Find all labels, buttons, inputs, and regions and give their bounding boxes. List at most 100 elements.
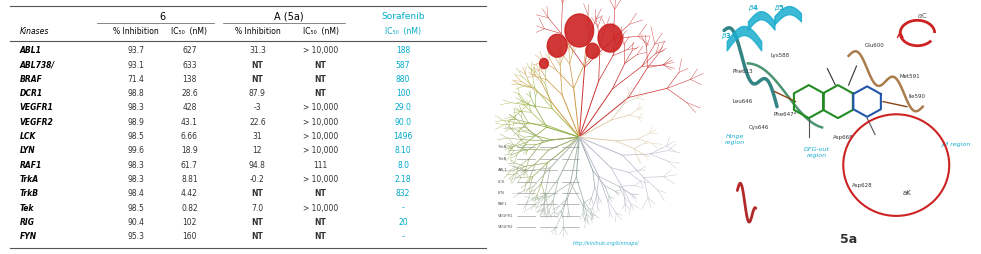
Text: 98.9: 98.9: [128, 118, 144, 127]
Text: VEGFR1: VEGFR1: [20, 103, 53, 113]
Text: TrkA: TrkA: [20, 175, 38, 184]
Text: NT: NT: [315, 75, 327, 84]
Circle shape: [598, 24, 622, 52]
Circle shape: [547, 34, 567, 57]
Text: NT: NT: [251, 232, 263, 241]
Text: NT: NT: [251, 218, 263, 227]
Text: 6.66: 6.66: [181, 132, 198, 141]
Text: FYN: FYN: [20, 232, 36, 241]
Text: Asp628: Asp628: [852, 183, 872, 188]
Text: NT: NT: [251, 189, 263, 198]
Text: ABL1: ABL1: [497, 168, 507, 172]
Text: 188: 188: [396, 46, 410, 55]
Text: 1496: 1496: [393, 132, 413, 141]
Text: Phe613: Phe613: [732, 69, 753, 74]
Text: -: -: [401, 232, 404, 241]
Text: 98.5: 98.5: [128, 132, 144, 141]
Text: 6: 6: [160, 11, 166, 22]
Text: 90.4: 90.4: [128, 218, 144, 227]
Text: DCR1: DCR1: [20, 89, 42, 98]
Text: IC₅₀  (nM): IC₅₀ (nM): [172, 27, 207, 36]
Text: NT: NT: [315, 89, 327, 98]
Text: 102: 102: [182, 218, 196, 227]
Text: Tek: Tek: [20, 204, 34, 213]
Text: Kinases: Kinases: [20, 27, 49, 36]
Text: TrkB: TrkB: [497, 157, 506, 161]
Text: VEGFR2: VEGFR2: [20, 118, 53, 127]
Text: NT: NT: [315, 232, 327, 241]
Text: RIG: RIG: [20, 218, 34, 227]
Circle shape: [586, 43, 599, 58]
Text: 22.6: 22.6: [249, 118, 266, 127]
Text: VEGFR2: VEGFR2: [497, 225, 513, 229]
Text: TrkA: TrkA: [497, 145, 506, 149]
Text: Asp668: Asp668: [833, 135, 853, 140]
Circle shape: [540, 58, 548, 69]
Text: NT: NT: [315, 218, 327, 227]
Text: 98.3: 98.3: [128, 161, 144, 170]
Text: Lys588: Lys588: [770, 53, 790, 58]
Text: LCK: LCK: [497, 180, 505, 184]
Text: Hinge
region: Hinge region: [725, 134, 745, 145]
Text: % Inhibition: % Inhibition: [113, 27, 159, 36]
Text: 160: 160: [182, 232, 196, 241]
Text: LYN: LYN: [497, 191, 504, 195]
Text: 428: 428: [182, 103, 196, 113]
Text: $\beta$5: $\beta$5: [774, 3, 785, 13]
Text: RAF1: RAF1: [20, 161, 42, 170]
Text: 4.42: 4.42: [181, 189, 198, 198]
Text: 61.7: 61.7: [181, 161, 198, 170]
Text: > 10,000: > 10,000: [303, 132, 338, 141]
Text: 880: 880: [396, 75, 410, 84]
Text: 87.9: 87.9: [249, 89, 266, 98]
Text: NT: NT: [315, 61, 327, 70]
Text: > 10,000: > 10,000: [303, 175, 338, 184]
Text: 111: 111: [313, 161, 328, 170]
Text: 20: 20: [398, 218, 408, 227]
Text: Cys646: Cys646: [749, 124, 769, 130]
Text: 43.1: 43.1: [181, 118, 198, 127]
Text: TrkB: TrkB: [20, 189, 38, 198]
Text: > 10,000: > 10,000: [303, 204, 338, 213]
Text: 7.0: 7.0: [251, 204, 264, 213]
Text: $\alpha$C: $\alpha$C: [917, 11, 928, 20]
Text: 98.3: 98.3: [128, 103, 144, 113]
Text: 93.1: 93.1: [128, 61, 144, 70]
Text: LYN: LYN: [20, 146, 35, 155]
Text: 100: 100: [396, 89, 410, 98]
Text: 138: 138: [182, 75, 196, 84]
Text: BRAF: BRAF: [20, 75, 42, 84]
Text: 98.3: 98.3: [128, 175, 144, 184]
Text: 98.8: 98.8: [128, 89, 144, 98]
Text: NT: NT: [251, 75, 263, 84]
Text: 94.8: 94.8: [249, 161, 266, 170]
Text: 71.4: 71.4: [128, 75, 144, 84]
Text: VEGFR1: VEGFR1: [497, 214, 513, 218]
Text: 832: 832: [396, 189, 410, 198]
Circle shape: [565, 14, 594, 47]
Text: 8.81: 8.81: [181, 175, 198, 184]
Text: -0.2: -0.2: [250, 175, 265, 184]
Text: 28.6: 28.6: [181, 89, 198, 98]
Text: 31.3: 31.3: [249, 46, 266, 55]
Text: -3: -3: [254, 103, 261, 113]
Text: > 10,000: > 10,000: [303, 146, 338, 155]
Text: IC₅₀  (nM): IC₅₀ (nM): [386, 27, 421, 36]
Text: LCK: LCK: [20, 132, 36, 141]
Text: 90.0: 90.0: [394, 118, 412, 127]
Text: -: -: [401, 204, 404, 213]
Text: 18.9: 18.9: [181, 146, 198, 155]
Text: 8.0: 8.0: [397, 161, 409, 170]
Text: Phe647*: Phe647*: [773, 112, 797, 117]
Text: > 10,000: > 10,000: [303, 46, 338, 55]
Text: % Inhibition: % Inhibition: [234, 27, 281, 36]
Text: ABL738/: ABL738/: [20, 61, 55, 70]
Text: NT: NT: [251, 61, 263, 70]
Text: 31: 31: [252, 132, 262, 141]
Text: 2.18: 2.18: [394, 175, 411, 184]
Text: ABL1: ABL1: [20, 46, 41, 55]
Text: 587: 587: [396, 61, 410, 70]
Text: Ile590: Ile590: [909, 94, 926, 99]
Text: http://kinihub.org/kinmaps/: http://kinihub.org/kinmaps/: [573, 241, 639, 246]
Text: NT: NT: [315, 189, 327, 198]
